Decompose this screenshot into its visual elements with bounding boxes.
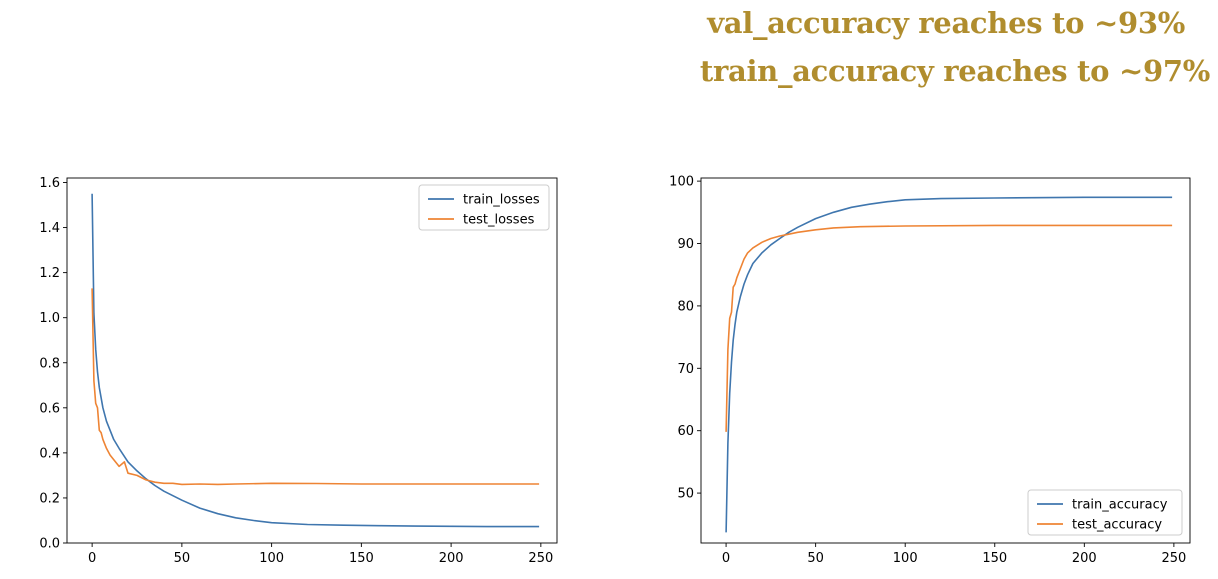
- y-tick-label: 50: [677, 487, 694, 502]
- legend: train_accuracy test_accuracy: [1027, 489, 1183, 536]
- plot-frame: [700, 177, 1191, 544]
- y-tick-label: 60: [677, 424, 694, 439]
- y-tick-label: 1.6: [39, 176, 60, 191]
- x-tick-label: 200: [439, 551, 464, 566]
- y-tick-label: 0.2: [39, 491, 60, 506]
- legend-label: train_accuracy: [1072, 498, 1168, 513]
- x-tick-label: 0: [88, 551, 96, 566]
- x-tick-label: 100: [259, 551, 284, 566]
- y-tick-label: 0.0: [39, 537, 60, 552]
- x-tick-label: 0: [722, 551, 730, 566]
- x-tick-label: 200: [1072, 551, 1097, 566]
- x-tick-label: 250: [528, 551, 553, 566]
- x-tick-label: 50: [174, 551, 191, 566]
- y-tick-label: 80: [677, 299, 694, 314]
- y-tick-label: 1.0: [39, 311, 60, 326]
- headline-line-2: train_accuracy reaches to ~97%: [699, 54, 1210, 88]
- legend-label: train_losses: [463, 193, 540, 208]
- x-tick-label: 250: [1161, 551, 1186, 566]
- series-line-train-losses: [91, 193, 540, 528]
- series-line-train-accuracy: [725, 196, 1173, 533]
- y-tick-label: 1.4: [39, 221, 60, 236]
- legend: train_losses test_losses: [418, 184, 550, 231]
- series-line-test-losses: [91, 288, 540, 486]
- y-tick-label: 0.4: [39, 446, 60, 461]
- x-tick-label: 100: [893, 551, 918, 566]
- x-tick-label: 150: [349, 551, 374, 566]
- x-tick-label: 150: [982, 551, 1007, 566]
- y-tick-label: 0.6: [39, 401, 60, 416]
- headline-line-1: val_accuracy reaches to ~93%: [707, 6, 1185, 40]
- x-tick-label: 50: [807, 551, 824, 566]
- y-tick-label: 100: [669, 175, 694, 190]
- y-tick-label: 90: [677, 237, 694, 252]
- legend-label: test_accuracy: [1072, 518, 1162, 533]
- y-tick-label: 1.2: [39, 266, 60, 281]
- series-line-test-accuracy: [725, 224, 1173, 432]
- y-tick-label: 0.8: [39, 356, 60, 371]
- legend-label: test_losses: [463, 213, 535, 228]
- plot-frame: [66, 177, 558, 544]
- y-tick-label: 70: [677, 362, 694, 377]
